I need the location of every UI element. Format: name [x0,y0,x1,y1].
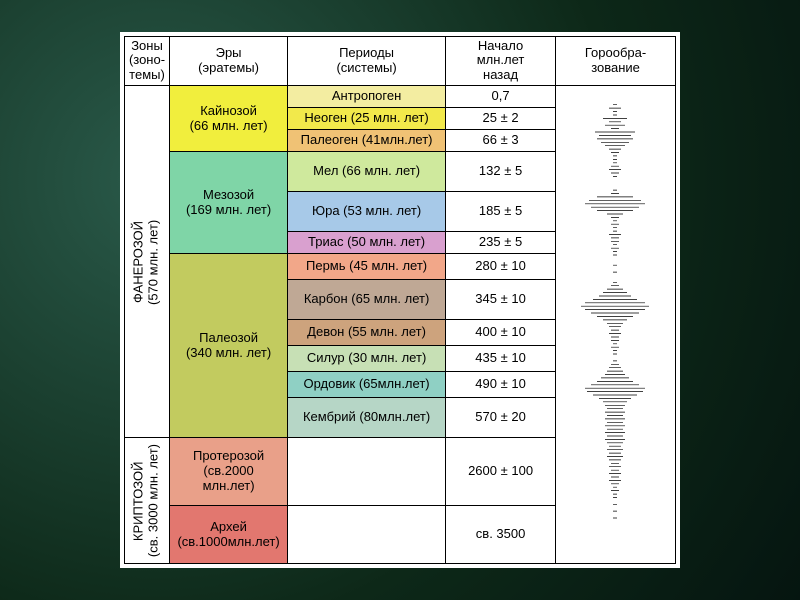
geologic-time-table: Зоны(зоно-темы) Эры(эратемы) Периоды(сис… [124,36,676,565]
start-neogen: 25 ± 2 [446,108,556,130]
start-antropogen: 0,7 [446,86,556,108]
header-periods: Периоды(системы) [288,36,446,86]
era-kainozoi: Кайнозой(66 млн. лет) [170,86,288,152]
zone-cryptozoic: КРИПТОЗОЙ(св. 3000 млн. лет) [124,438,169,564]
start-proterozoi: 2600 ± 100 [446,438,556,506]
period-devon: Девон (55 млн. лет) [288,320,446,346]
era-proterozoi: Протерозой(св.2000 млн.лет) [170,438,288,506]
start-ordovik: 490 ± 10 [446,372,556,398]
period-ordovik: Ордовик (65млн.лет) [288,372,446,398]
era-arhei: Архей(св.1000млн.лет) [170,506,288,564]
zone-phanerozoic: ФАНЕРОЗОЙ(570 млн. лет) [124,86,169,438]
period-antropogen: Антропоген [288,86,446,108]
header-eras: Эры(эратемы) [170,36,288,86]
start-perm: 280 ± 10 [446,254,556,280]
header-row: Зоны(зоно-темы) Эры(эратемы) Периоды(сис… [124,36,675,86]
period-arhei [288,506,446,564]
header-start: Началомлн.летназад [446,36,556,86]
row-antropogen: ФАНЕРОЗОЙ(570 млн. лет) Кайнозой(66 млн.… [124,86,675,108]
start-yura: 185 ± 5 [446,192,556,232]
start-paleogen: 66 ± 3 [446,130,556,152]
period-mel: Мел (66 млн. лет) [288,152,446,192]
start-silur: 435 ± 10 [446,346,556,372]
period-paleogen: Палеоген (41млн.лет) [288,130,446,152]
period-proterozoi [288,438,446,506]
start-kembriy: 570 ± 20 [446,398,556,438]
start-devon: 400 ± 10 [446,320,556,346]
geologic-table-sheet: Зоны(зоно-темы) Эры(эратемы) Периоды(сис… [120,32,680,569]
period-silur: Силур (30 млн. лет) [288,346,446,372]
period-kembriy: Кембрий (80млн.лет) [288,398,446,438]
start-mel: 132 ± 5 [446,152,556,192]
header-mountain: Горообра-зование [556,36,676,86]
period-trias: Триас (50 млн. лет) [288,232,446,254]
header-zones: Зоны(зоно-темы) [124,36,169,86]
era-paleozoi: Палеозой(340 млн. лет) [170,254,288,438]
era-mezozoi: Мезозой(169 млн. лет) [170,152,288,254]
period-perm: Пермь (45 млн. лет) [288,254,446,280]
start-karbon: 345 ± 10 [446,280,556,320]
start-arhei: св. 3500 [446,506,556,564]
mountain-building-column [556,86,676,564]
period-neogen: Неоген (25 млн. лет) [288,108,446,130]
period-yura: Юра (53 млн. лет) [288,192,446,232]
period-karbon: Карбон (65 млн. лет) [288,280,446,320]
mountain-svg [556,103,674,547]
start-trias: 235 ± 5 [446,232,556,254]
